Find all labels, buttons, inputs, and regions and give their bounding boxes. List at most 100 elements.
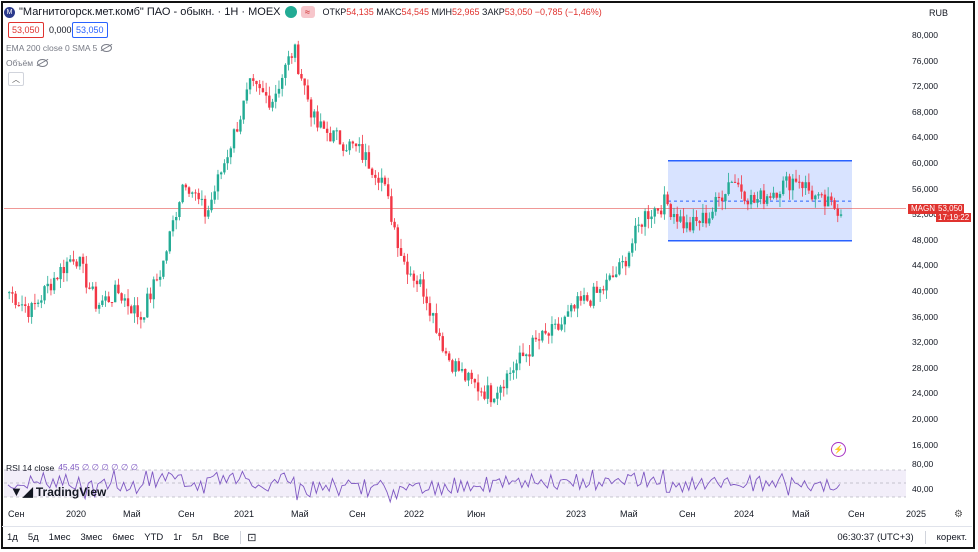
bottom-toolbar: 1д 5д 1мес 3мес 6мес YTD 1г 5л Все ⊡ 06:… bbox=[2, 526, 972, 547]
time-tick-label: Май bbox=[792, 509, 810, 519]
rsi-pane[interactable] bbox=[4, 458, 906, 504]
candle-body bbox=[637, 225, 639, 226]
candle-body bbox=[631, 243, 633, 252]
candle-body bbox=[769, 196, 771, 198]
lightning-icon[interactable]: ⚡ bbox=[831, 442, 846, 457]
rsi-axis-bottom: 40,00 bbox=[912, 484, 972, 494]
candle-body bbox=[43, 286, 45, 300]
candle-body bbox=[191, 192, 193, 193]
candle-body bbox=[34, 303, 36, 304]
price-chart[interactable] bbox=[4, 28, 906, 456]
candle-body bbox=[175, 217, 177, 220]
currency-label[interactable]: RUB bbox=[929, 8, 948, 18]
time-tick-label: Июн bbox=[467, 509, 485, 519]
candle-body bbox=[162, 261, 164, 277]
candle-body bbox=[470, 373, 472, 379]
tf-ytd[interactable]: YTD bbox=[139, 532, 168, 543]
price-tick-label: 76,000 bbox=[912, 56, 972, 66]
tradingview-logo[interactable]: ▼◢ TradingView bbox=[10, 484, 106, 500]
candle-body bbox=[27, 306, 29, 317]
tf-1m[interactable]: 1мес bbox=[44, 532, 76, 543]
candle-body bbox=[734, 182, 736, 183]
candle-body bbox=[233, 129, 235, 148]
candle-body bbox=[153, 279, 155, 299]
candle-body bbox=[448, 353, 450, 360]
candle-body bbox=[40, 300, 42, 302]
candle-body bbox=[361, 144, 363, 160]
candle-body bbox=[413, 274, 415, 281]
time-tick-label: Сен bbox=[848, 509, 864, 519]
candle-body bbox=[381, 178, 383, 183]
candle-body bbox=[371, 169, 373, 175]
candle-body bbox=[750, 195, 752, 204]
candle-body bbox=[133, 305, 135, 313]
price-tick-label: 20,000 bbox=[912, 414, 972, 424]
symbol-title[interactable]: "Магнитогорск.мет.комб" ПАО - обыкн. · 1… bbox=[19, 6, 281, 18]
candle-body bbox=[236, 129, 238, 131]
candle-body bbox=[384, 178, 386, 185]
adjust-toggle[interactable]: корект. bbox=[932, 532, 972, 543]
candle-body bbox=[432, 313, 434, 316]
candle-body bbox=[291, 56, 293, 58]
candle-body bbox=[525, 354, 527, 356]
candle-body bbox=[422, 279, 424, 296]
candle-body bbox=[724, 194, 726, 201]
candle-body bbox=[339, 130, 341, 144]
candle-body bbox=[287, 56, 289, 64]
candle-body bbox=[303, 78, 305, 85]
candle-body bbox=[377, 178, 379, 183]
candle-body bbox=[246, 89, 248, 100]
candle-body bbox=[284, 65, 286, 78]
candle-body bbox=[197, 193, 199, 199]
candle-body bbox=[483, 392, 485, 399]
settings-gear-icon[interactable]: ⚙ bbox=[954, 509, 963, 520]
candle-body bbox=[763, 190, 765, 203]
candle-body bbox=[8, 292, 10, 293]
candle-body bbox=[830, 196, 832, 200]
candle-body bbox=[300, 74, 302, 78]
candle-body bbox=[753, 195, 755, 203]
time-tick-label: 2020 bbox=[66, 509, 86, 519]
candle-body bbox=[480, 391, 482, 392]
date-range-icon[interactable]: ⊡ bbox=[247, 531, 256, 544]
candle-body bbox=[824, 195, 826, 207]
tf-1d[interactable]: 1д bbox=[2, 532, 23, 543]
tf-all[interactable]: Все bbox=[208, 532, 234, 543]
candle-body bbox=[705, 213, 707, 224]
candle-body bbox=[596, 287, 598, 293]
candle-body bbox=[528, 354, 530, 356]
tf-3m[interactable]: 3мес bbox=[76, 532, 108, 543]
candle-body bbox=[75, 261, 77, 266]
candle-body bbox=[641, 225, 643, 227]
candle-body bbox=[210, 200, 212, 210]
candle-body bbox=[695, 217, 697, 221]
time-tick-label: 2024 bbox=[734, 509, 754, 519]
tf-5y[interactable]: 5л bbox=[187, 532, 208, 543]
candle-body bbox=[117, 285, 119, 293]
candle-body bbox=[766, 196, 768, 204]
candle-body bbox=[503, 387, 505, 389]
candle-body bbox=[740, 184, 742, 191]
candle-body bbox=[837, 209, 839, 216]
clock-readout[interactable]: 06:30:37 (UTC+3) bbox=[832, 532, 918, 543]
tf-6m[interactable]: 6мес bbox=[107, 532, 139, 543]
candle-body bbox=[438, 333, 440, 336]
candle-body bbox=[827, 196, 829, 206]
candle-body bbox=[737, 183, 739, 185]
candle-body bbox=[59, 267, 61, 279]
candle-body bbox=[570, 305, 572, 311]
candle-body bbox=[11, 292, 13, 293]
candle-body bbox=[451, 360, 453, 372]
price-tick-label: 80,000 bbox=[912, 30, 972, 40]
candle-body bbox=[201, 199, 203, 200]
candle-body bbox=[467, 373, 469, 381]
candle-body bbox=[756, 199, 758, 203]
tf-1y[interactable]: 1г bbox=[168, 532, 187, 543]
candle-body bbox=[271, 102, 273, 108]
candle-body bbox=[715, 197, 717, 212]
candle-body bbox=[223, 163, 225, 172]
candle-body bbox=[760, 190, 762, 199]
candle-body bbox=[178, 202, 180, 217]
candle-body bbox=[124, 298, 126, 300]
tf-5d[interactable]: 5д bbox=[23, 532, 44, 543]
